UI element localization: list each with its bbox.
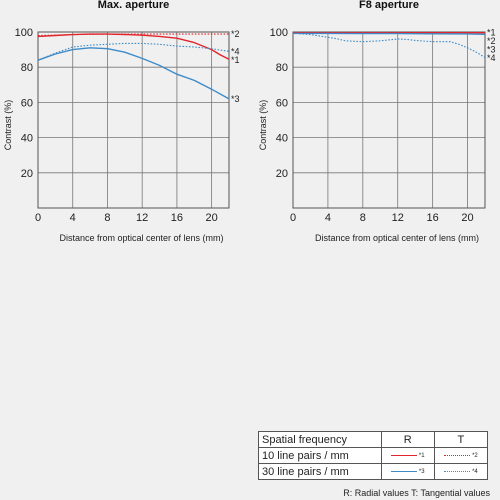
legend-swatch-tangential-30lp: *4 [433, 463, 489, 480]
max-aperture-y-tick-label: 20 [21, 168, 33, 180]
f8-aperture-series-line-r3 [293, 32, 486, 35]
legend-tag: *3 [418, 468, 425, 475]
legend-header-tangential: T [433, 431, 489, 448]
max-aperture-x-tick-label: 4 [70, 212, 76, 224]
max-aperture-series-line-r2 [37, 33, 229, 37]
max-aperture-y-tick-label: 40 [21, 133, 33, 145]
max-aperture-x-tick-label: 8 [104, 212, 110, 224]
legend-row-label: 30 line pairs / mm [258, 463, 382, 480]
legend-header-row: Spatial frequency R T [258, 431, 489, 448]
max-aperture-series-tag: *2 [231, 29, 240, 39]
f8-aperture-series-tag: *3 [487, 45, 496, 55]
legend-row-10lp: 10 line pairs / mm *1 *2 [258, 447, 489, 464]
solid-red-swatch [390, 455, 417, 457]
f8-aperture-y-tick-label: 20 [276, 168, 288, 180]
f8-aperture-y-tick-label: 40 [276, 133, 288, 145]
f8-aperture-x-tick-label: 0 [290, 212, 296, 224]
f8-aperture-x-tick-label: 16 [427, 212, 439, 224]
f8-aperture-y-tick-label: 80 [276, 62, 288, 74]
f8-aperture-series-line-r4 [292, 32, 486, 58]
max-aperture-y-tick-label: 60 [21, 97, 33, 109]
legend-swatch-radial-30lp: *3 [380, 463, 435, 480]
max-aperture-series-tag: *3 [231, 94, 240, 104]
solid-blue-swatch [390, 471, 417, 473]
legend-note: R: Radial values T: Tangential values [343, 488, 490, 498]
max-aperture-y-tick-label: 80 [21, 62, 33, 74]
max-aperture-x-tick-label: 0 [35, 212, 41, 224]
legend-tag: *4 [472, 468, 478, 475]
max-aperture-x-tick-label: 12 [136, 212, 148, 224]
f8-aperture-title: F8 aperture [359, 0, 419, 11]
max-aperture-title: Max. aperture [98, 0, 170, 11]
max-aperture-x-tick-label: 16 [171, 212, 183, 224]
f8-aperture-series-tag: *1 [487, 28, 496, 38]
f8-aperture-x-tick-label: 12 [392, 212, 404, 224]
f8-aperture-x-tick-label: 20 [461, 212, 473, 224]
legend-swatch-tangential-10lp: *2 [433, 447, 489, 464]
max-aperture-x-axis-label: Distance from optical center of lens (mm… [59, 233, 223, 243]
max-aperture-plot-frame [37, 31, 230, 209]
f8-aperture-x-axis-label: Distance from optical center of lens (mm… [315, 233, 479, 243]
legend-swatch-radial-10lp: *1 [380, 447, 435, 464]
legend-tag: *2 [472, 452, 478, 459]
legend-table: Spatial frequency R T 10 line pairs / mm… [258, 431, 489, 480]
max-aperture-series-line-r1 [37, 33, 230, 60]
legend-row-30lp: 30 line pairs / mm *3 *4 [258, 463, 489, 480]
max-aperture-x-tick-label: 20 [206, 212, 218, 224]
f8-aperture-x-tick-label: 4 [325, 212, 331, 224]
f8-aperture-plot-frame [292, 31, 486, 209]
max-aperture-y-axis-label: Contrast (%) [3, 100, 13, 151]
max-aperture-series-tag: *4 [231, 46, 240, 56]
dotted-red-swatch [444, 455, 471, 457]
f8-aperture-y-tick-label: 60 [276, 97, 288, 109]
f8-aperture-series-tag: *4 [487, 53, 496, 63]
f8-aperture-x-tick-label: 8 [360, 212, 366, 224]
max-aperture-series-tag: *1 [231, 55, 240, 65]
f8-aperture-y-axis-label: Contrast (%) [258, 100, 268, 151]
max-aperture-y-tick-label: 100 [15, 27, 33, 39]
f8-aperture-y-tick-label: 100 [270, 27, 288, 39]
legend-row-label: 10 line pairs / mm [258, 447, 382, 464]
dotted-blue-swatch [444, 471, 471, 473]
legend-header-frequency: Spatial frequency [258, 431, 382, 448]
legend-tag: *1 [418, 452, 425, 459]
f8-aperture-series-tag: *2 [487, 36, 496, 46]
legend-header-radial: R [380, 431, 435, 448]
max-aperture-series-line-r3 [37, 47, 230, 100]
